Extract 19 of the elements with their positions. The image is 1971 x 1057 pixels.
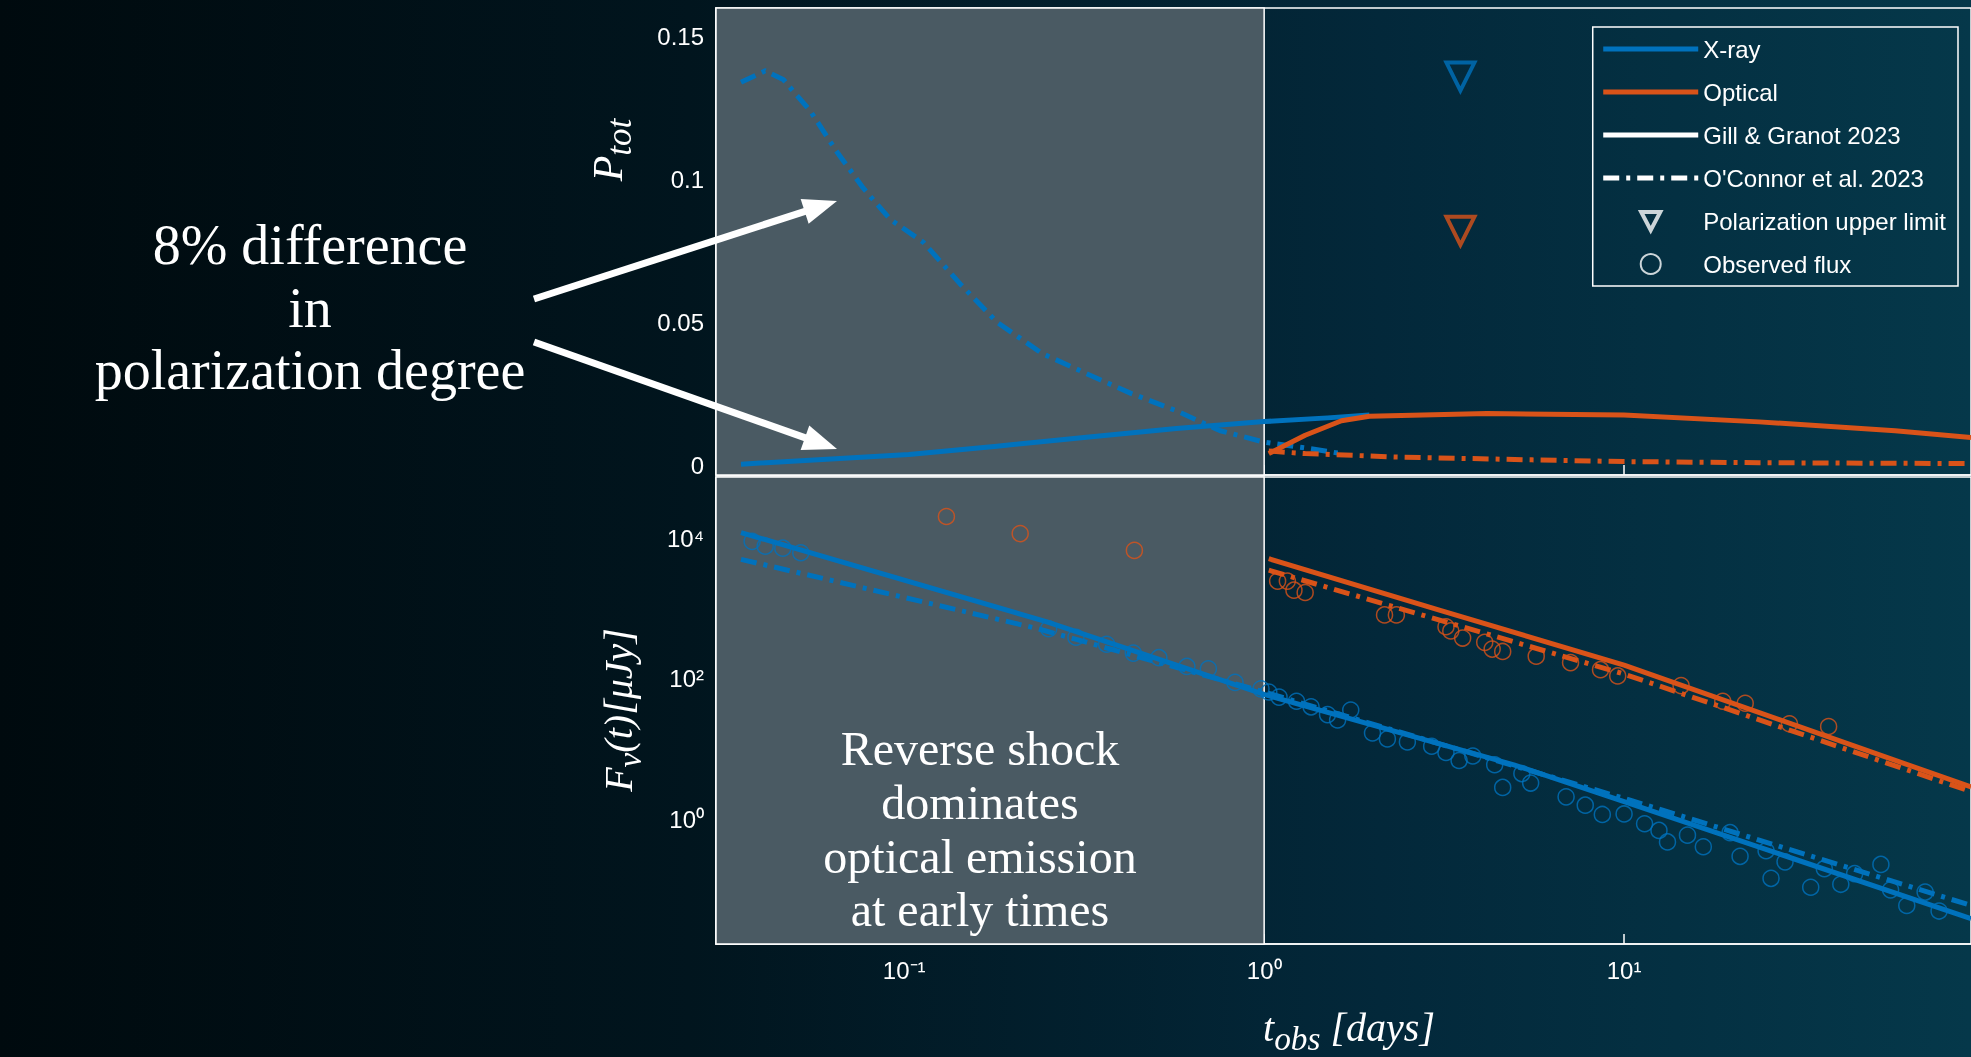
y-tick-label: 0.05 bbox=[657, 308, 704, 336]
legend-label: Gill & Granot 2023 bbox=[1703, 121, 1901, 149]
legend-label: O'Connor et al. 2023 bbox=[1703, 164, 1924, 192]
text: 8% difference in polarization degree bbox=[93, 214, 527, 403]
y-tick-label: 10⁰ bbox=[669, 806, 704, 834]
legend-label: Polarization upper limit bbox=[1703, 207, 1947, 235]
x-tick-label: 10¹ bbox=[1606, 956, 1642, 984]
x-tick-label: 10⁰ bbox=[1246, 956, 1282, 984]
annotation: Reverse shock dominates optical emission at early times bbox=[822, 722, 1138, 937]
y-tick-label: 0.1 bbox=[670, 165, 704, 193]
x-axis-title: t$_{obs}$ [days] bbox=[1263, 1004, 1435, 1057]
y-tick-label: 0 bbox=[690, 451, 704, 479]
y-tick-label: 10² bbox=[669, 665, 705, 693]
x-tick-label: 10⁻¹ bbox=[882, 956, 926, 984]
y-tick-label: 10⁴ bbox=[666, 524, 704, 552]
legend-label: X-ray bbox=[1703, 35, 1761, 63]
y-tick-label: 0.15 bbox=[657, 23, 704, 51]
legend-label: Optical bbox=[1703, 78, 1778, 106]
legend-label: Observed flux bbox=[1703, 250, 1852, 278]
